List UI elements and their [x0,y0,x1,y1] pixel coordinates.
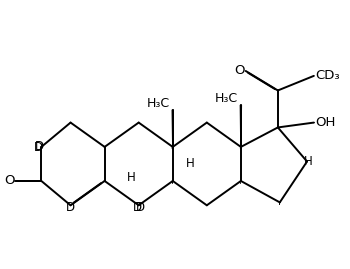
Polygon shape [172,110,173,147]
Text: O: O [4,175,14,187]
Polygon shape [172,147,173,148]
Text: O: O [234,64,245,77]
Text: D: D [34,140,43,153]
Text: CD₃: CD₃ [315,69,340,82]
Text: D: D [132,201,141,214]
Text: H: H [186,157,195,170]
Text: D: D [33,141,42,154]
Text: D: D [136,201,145,214]
Text: OH: OH [315,116,335,129]
Text: H₃C: H₃C [147,97,170,109]
Polygon shape [240,105,241,147]
Text: H: H [126,171,135,184]
Polygon shape [240,147,241,148]
Text: D: D [66,201,76,214]
Text: H: H [304,155,313,168]
Text: H₃C: H₃C [215,92,238,105]
